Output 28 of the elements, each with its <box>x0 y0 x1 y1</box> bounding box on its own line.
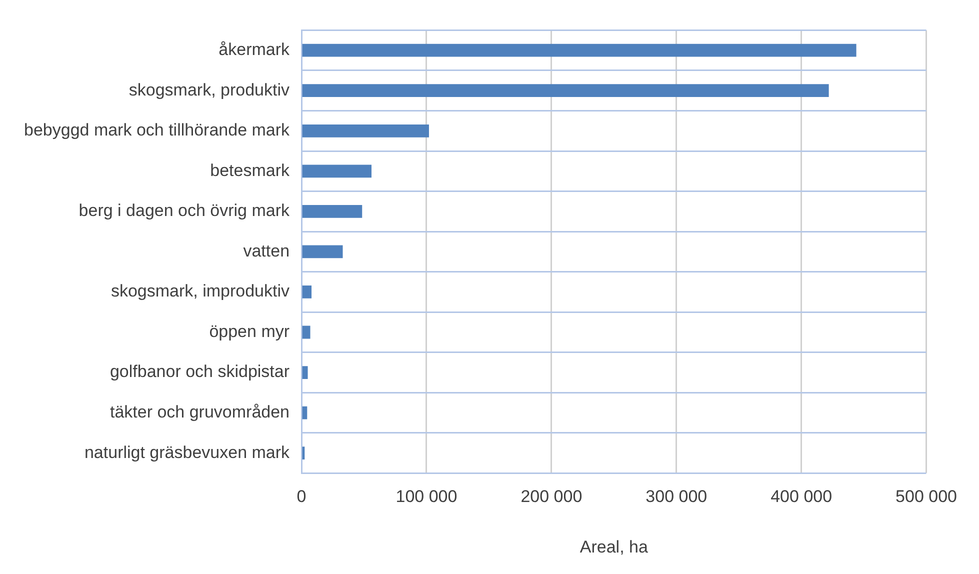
x-tick-label: 400 000 <box>770 487 832 506</box>
x-tick-label: 0 <box>296 487 306 506</box>
bar <box>302 286 312 298</box>
bar <box>302 84 829 98</box>
y-tick-label: golfbanor och skidpistar <box>110 362 290 382</box>
bar <box>302 245 343 258</box>
x-axis-title: Areal, ha <box>580 537 648 556</box>
y-tick-label: bebyggd mark och tillhörande mark <box>24 120 290 140</box>
y-tick-label: betesmark <box>210 160 290 180</box>
y-tick-label: skogsmark, produktiv <box>128 80 290 100</box>
y-tick-label: åkermark <box>218 40 290 60</box>
x-tick-label: 100 000 <box>396 487 458 506</box>
y-tick-label: vatten <box>243 241 290 260</box>
y-tick-label: berg i dagen och övrig mark <box>78 201 290 220</box>
bar <box>302 366 308 379</box>
bar <box>302 326 310 339</box>
bar <box>302 204 362 218</box>
y-tick-label: öppen myr <box>209 322 290 341</box>
y-tick-label: skogsmark, improduktiv <box>110 282 290 301</box>
bar <box>302 406 308 420</box>
bar <box>302 44 856 57</box>
x-tick-label: 300 000 <box>646 487 708 506</box>
y-tick-label: naturligt gräsbevuxen mark <box>84 442 290 462</box>
y-tick-label: täkter och gruvområden <box>110 402 290 422</box>
x-tick-label: 200 000 <box>520 487 582 506</box>
x-tick-label: 500 000 <box>896 487 957 506</box>
bar <box>302 164 372 178</box>
bar <box>302 124 429 138</box>
